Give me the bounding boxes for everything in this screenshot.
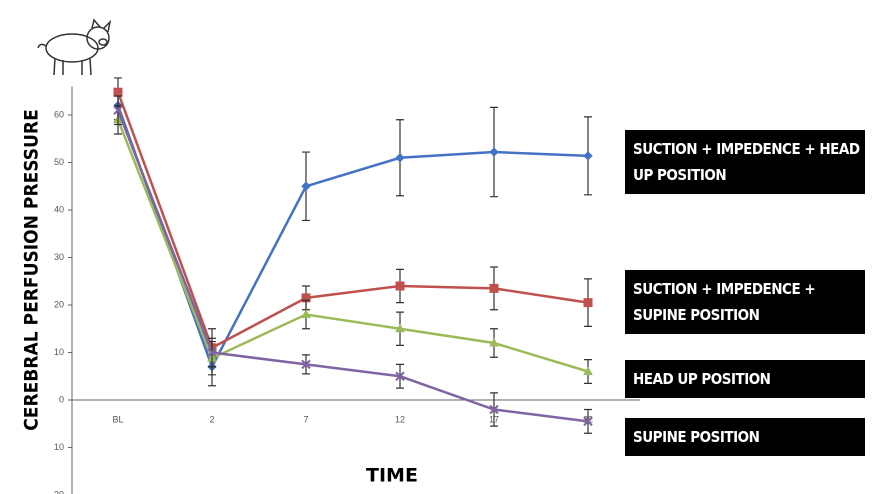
marker (301, 181, 311, 191)
marker (207, 347, 217, 358)
x-tick-label: 7 (303, 414, 308, 424)
legend-entry: SUCTION + IMPEDENCE + HEAD UP POSITION (625, 130, 865, 194)
marker (395, 371, 405, 381)
x-tick-label: 2 (209, 414, 214, 424)
y-tick-label: 50 (54, 157, 64, 167)
y-tick-label: 60 (54, 109, 64, 119)
marker (489, 404, 499, 415)
marker (583, 366, 593, 375)
legend-entry: HEAD UP POSITION (625, 360, 865, 398)
marker (489, 337, 499, 347)
y-tick-label: 40 (54, 204, 64, 214)
marker (113, 87, 123, 97)
y-tick-label: 20 (54, 489, 64, 494)
marker (489, 283, 499, 293)
pig-icon (37, 18, 112, 76)
y-tick-label: 10 (54, 347, 64, 357)
x-tick-label: BL (112, 414, 123, 424)
x-tick-label: 12 (395, 414, 405, 424)
marker (583, 298, 593, 308)
marker (301, 309, 311, 318)
series-line (116, 109, 589, 423)
legend-entry: SUCTION + IMPEDENCE + SUPINE POSITION (625, 270, 865, 334)
y-tick-label: 20 (54, 299, 64, 309)
marker (583, 151, 593, 161)
marker (395, 281, 405, 291)
marker (301, 359, 311, 370)
y-tick-label: 0 (59, 394, 64, 404)
y-tick-label: 30 (54, 252, 64, 262)
y-axis-label: CEREBRAL PERFUSION PRESSURE (21, 109, 43, 431)
marker (489, 147, 499, 157)
series-line (116, 91, 589, 350)
series-line (116, 119, 589, 373)
x-axis-label: TIME (366, 465, 418, 487)
marker (113, 105, 123, 115)
marker (395, 153, 405, 163)
legend-entry: SUPINE POSITION (625, 418, 865, 456)
marker (395, 323, 405, 333)
marker (583, 416, 593, 427)
series-line (116, 105, 589, 370)
y-tick-label: 10 (54, 442, 64, 452)
